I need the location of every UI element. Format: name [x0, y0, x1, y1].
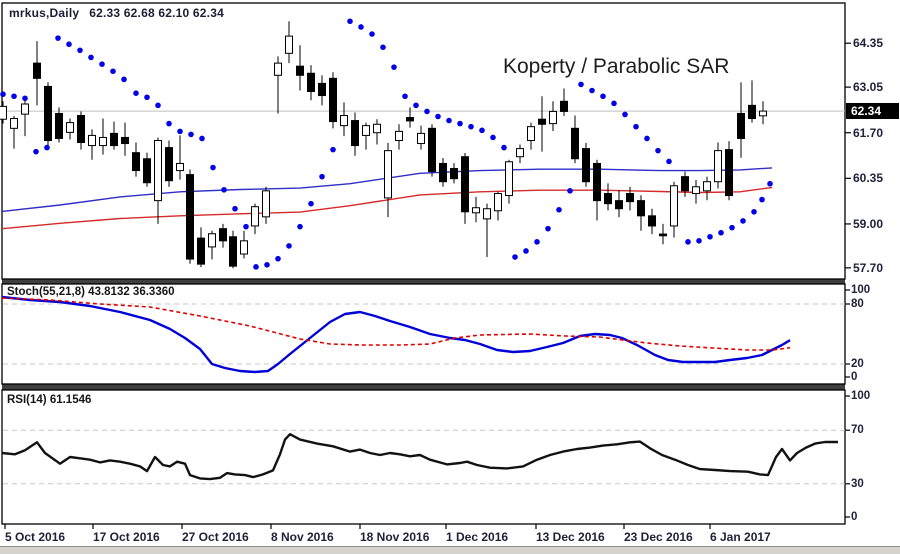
chart-canvas[interactable]	[0, 0, 900, 554]
trading-terminal-window: mrkus,Daily 62.33 62.68 62.10 62.34 Koper…	[0, 0, 900, 554]
